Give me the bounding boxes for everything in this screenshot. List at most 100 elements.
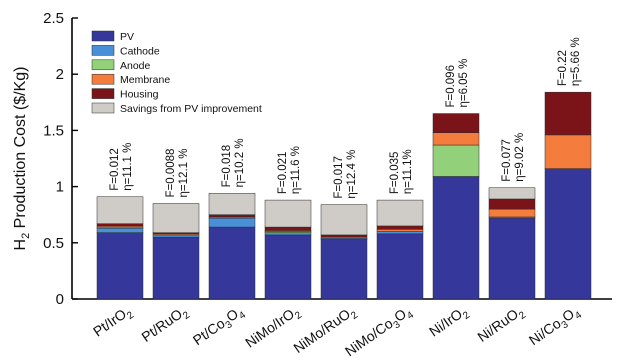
y-tick-label: 0.5 bbox=[43, 235, 64, 252]
bar-annotation-eta: η=5.66 % bbox=[570, 37, 582, 86]
y-tick-label: 2.5 bbox=[43, 10, 64, 27]
legend-label: Anode bbox=[120, 60, 151, 72]
bar-segment bbox=[376, 231, 424, 235]
bar-segment bbox=[376, 225, 424, 230]
x-tick-label: Pt/IrO2 bbox=[90, 302, 136, 343]
bar-segment bbox=[96, 227, 144, 233]
y-axis-label-part: H bbox=[12, 239, 29, 251]
bar-segment bbox=[320, 234, 368, 238]
y-tick-label: 2 bbox=[56, 66, 64, 83]
x-tick-label: Pt/RuO2 bbox=[138, 302, 192, 348]
bar-annotation-f: F=0.035 bbox=[389, 152, 401, 195]
bar-annotation-eta: η=6.05 % bbox=[458, 59, 470, 108]
bar-segment bbox=[96, 232, 144, 300]
legend-swatch bbox=[91, 102, 115, 114]
x-tick-label-part: 2 bbox=[125, 309, 136, 321]
x-tick-label: Ni/IrO2 bbox=[426, 302, 472, 343]
bar-annotation-eta: η=11.6 % bbox=[290, 146, 302, 194]
bar-segment bbox=[544, 91, 592, 136]
legend-swatch bbox=[91, 30, 115, 42]
bar-segment bbox=[544, 168, 592, 300]
x-tick-label-part: NiMo/Co bbox=[342, 315, 396, 359]
bar-annotation-f: F=0.0088 bbox=[165, 149, 177, 198]
bar-segment bbox=[264, 199, 312, 228]
y-axis-label-part: Production Cost ($/Kg) bbox=[12, 67, 29, 233]
x-tick-label-part: 2 bbox=[349, 309, 360, 321]
bar-segment bbox=[488, 187, 536, 200]
bar-segment bbox=[432, 132, 480, 146]
bar-segment bbox=[208, 226, 256, 300]
bar-segment bbox=[96, 196, 144, 224]
bar-annotation-f: F=0.096 bbox=[445, 65, 457, 108]
bar-segment bbox=[488, 208, 536, 218]
bar-segment bbox=[208, 214, 256, 218]
y-axis-label: H2 Production Cost ($/Kg) bbox=[12, 67, 32, 251]
bar-annotation-f: F=0.018 bbox=[221, 145, 233, 188]
bar-annotation-f: F=0.077 bbox=[501, 139, 513, 182]
legend-label: Savings from PV improvement bbox=[120, 103, 262, 115]
x-tick-label-part: 3 bbox=[224, 319, 235, 331]
x-tick-label-part: Pt/RuO bbox=[138, 305, 185, 344]
bar-segment bbox=[264, 232, 312, 236]
bar-segment bbox=[432, 144, 480, 177]
legend-label: Housing bbox=[120, 89, 159, 101]
bar-segment bbox=[152, 203, 200, 233]
bar-segment bbox=[320, 204, 368, 236]
y-tick-label: 1.5 bbox=[43, 122, 64, 139]
x-tick-label-part: 2 bbox=[517, 309, 528, 321]
bar-annotation-eta: η=9.02 % bbox=[514, 133, 526, 182]
x-tick-label-part: 4 bbox=[237, 309, 248, 321]
legend-swatch bbox=[91, 88, 115, 99]
legend-label: Membrane bbox=[120, 74, 170, 86]
x-tick-label-part: 4 bbox=[405, 309, 416, 321]
bar-segment bbox=[488, 198, 536, 210]
bar-annotation-eta: η=10.2 % bbox=[234, 138, 246, 187]
bar-segment bbox=[488, 217, 536, 300]
bar-segment bbox=[376, 199, 424, 227]
x-tick-label-part: 2 bbox=[293, 309, 304, 321]
bar-segment bbox=[376, 233, 424, 300]
x-tick-label-part: Pt/IrO bbox=[90, 305, 129, 339]
bar-annotation-f: F=0.017 bbox=[333, 156, 345, 199]
x-tick-label-part: Pt/Co bbox=[190, 315, 228, 348]
bar-segment bbox=[544, 134, 592, 169]
bar-annotation-f: F=0.012 bbox=[109, 148, 121, 191]
x-tick-label-part: 3 bbox=[392, 319, 403, 331]
bar-segment bbox=[320, 239, 368, 300]
legend-label: PV bbox=[120, 31, 134, 43]
y-axis-label-subscript: 2 bbox=[20, 233, 32, 239]
x-tick-label-part: 4 bbox=[573, 309, 584, 321]
bar-segment bbox=[208, 193, 256, 215]
x-tick-label-part: 3 bbox=[560, 319, 571, 331]
bar-annotation-f: F=0.22 bbox=[557, 50, 569, 86]
x-tick-label: Ni/RuO2 bbox=[474, 302, 528, 348]
y-tick-label: 1 bbox=[56, 179, 64, 196]
x-tick-label-part: 2 bbox=[461, 309, 472, 321]
legend-swatch bbox=[91, 73, 115, 85]
legend-swatch bbox=[91, 59, 115, 71]
x-tick-label-part: Ni/RuO bbox=[474, 305, 521, 344]
legend-swatch bbox=[91, 45, 115, 56]
x-tick-label-part: 2 bbox=[181, 309, 192, 321]
bar-segment bbox=[432, 113, 480, 133]
bar-segment bbox=[264, 226, 312, 231]
bar-annotation-eta: η=11.1 % bbox=[122, 143, 134, 191]
bar-segment bbox=[152, 236, 200, 300]
x-tick-label: Pt/Co3O4 bbox=[190, 302, 249, 351]
bar-segment bbox=[432, 176, 480, 300]
bar-segment bbox=[96, 223, 144, 227]
bar-annotation-eta: η=11.1% bbox=[402, 149, 414, 194]
bar-segment bbox=[376, 229, 424, 232]
bar-annotation-eta: η=12.1 % bbox=[178, 149, 190, 198]
bar-annotation-f: F=0.021 bbox=[277, 152, 289, 195]
y-tick-label: 0 bbox=[56, 291, 64, 308]
x-tick-label-part: Ni/IrO bbox=[426, 305, 465, 339]
bar-segment bbox=[264, 234, 312, 300]
x-tick-label-part: NiMo/IrO bbox=[242, 305, 297, 350]
bar-segment bbox=[208, 217, 256, 228]
x-tick-label: Ni/Co3O4 bbox=[526, 302, 585, 351]
bar-segment bbox=[152, 234, 200, 238]
x-tick-label-part: Ni/Co bbox=[526, 315, 564, 348]
legend-label: Cathode bbox=[120, 45, 160, 57]
